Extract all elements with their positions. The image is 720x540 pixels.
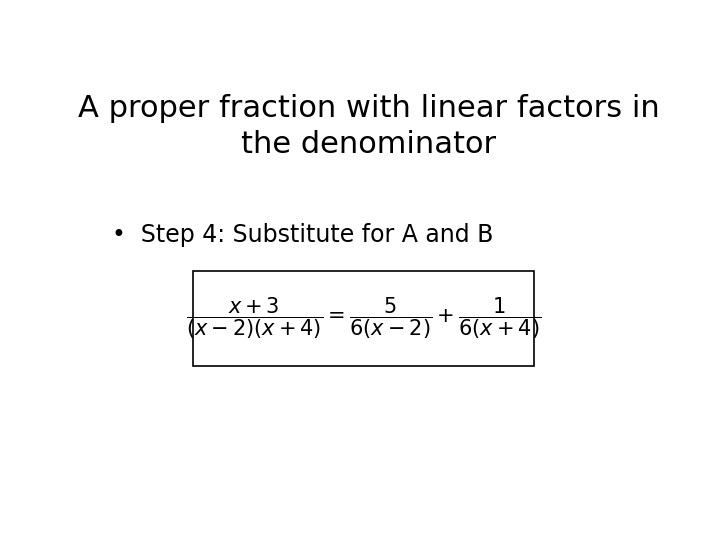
Text: A proper fraction with linear factors in
the denominator: A proper fraction with linear factors in… xyxy=(78,94,660,159)
Text: •  Step 4: Substitute for A and B: • Step 4: Substitute for A and B xyxy=(112,223,494,247)
FancyBboxPatch shape xyxy=(193,271,534,366)
Text: $\dfrac{x+3}{(x-2)(x+4)} = \dfrac{5}{6(x-2)}+\dfrac{1}{6(x+4)}$: $\dfrac{x+3}{(x-2)(x+4)} = \dfrac{5}{6(x… xyxy=(186,296,541,341)
